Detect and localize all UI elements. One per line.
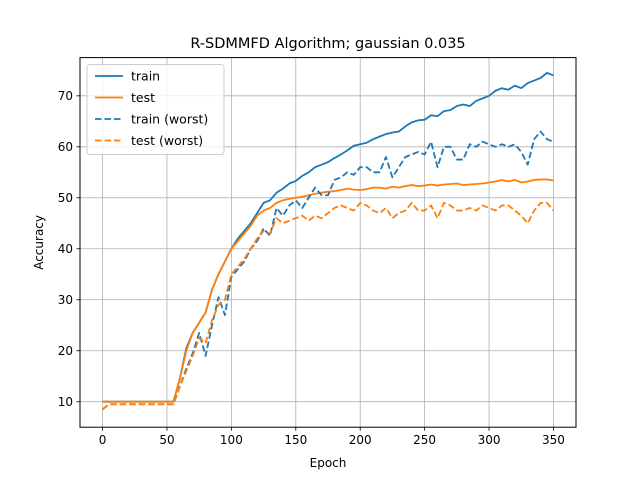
- legend-box: [86, 64, 225, 155]
- y-tick-label: 40: [58, 242, 73, 256]
- y-tick-label: 20: [58, 344, 73, 358]
- y-tick-label: 10: [58, 395, 73, 409]
- legend-label-1: train: [131, 69, 160, 84]
- y-tick-label: 50: [58, 191, 73, 205]
- x-tick-label: 300: [478, 433, 501, 447]
- y-tick-label: 30: [58, 293, 73, 307]
- x-tick-label: 150: [284, 433, 307, 447]
- series-lines: [101, 71, 555, 411]
- x-tick-label: 250: [413, 433, 436, 447]
- series-line-2: [102, 178, 554, 403]
- y-tick-label: 70: [58, 89, 73, 103]
- x-axis-label: Epoch: [310, 456, 347, 470]
- chart-title: R-SDMMFD Algorithm; gaussian 0.035: [190, 36, 465, 52]
- plot-frame: [79, 57, 577, 428]
- x-tick-label: 350: [542, 433, 565, 447]
- y-tick-label: 60: [58, 140, 73, 154]
- x-tick-label: 200: [349, 433, 372, 447]
- y-axis-label: Accuracy: [32, 215, 46, 270]
- x-tick-label: 100: [220, 433, 243, 447]
- legend-label-2: test: [131, 90, 155, 105]
- axis-ticks: 0 50 100 150 200 250 300 350 10 20 30 40 50 60 70: [58, 89, 565, 447]
- series-line-4: [101, 201, 555, 411]
- legend-label-4: test (worst): [131, 133, 203, 148]
- legend-label-3: train (worst): [131, 112, 208, 127]
- series-line-3: [101, 130, 554, 411]
- x-tick-label: 50: [159, 433, 174, 447]
- x-tick-label: 0: [99, 433, 107, 447]
- legend: train test train (worst) test (worst): [86, 64, 225, 155]
